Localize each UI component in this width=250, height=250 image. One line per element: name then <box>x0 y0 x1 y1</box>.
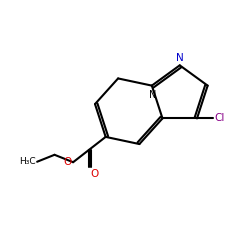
Text: O: O <box>64 157 72 167</box>
Text: N: N <box>150 90 157 100</box>
Text: O: O <box>91 169 99 179</box>
Text: H₃C: H₃C <box>19 157 36 166</box>
Text: Cl: Cl <box>214 114 225 124</box>
Text: N: N <box>176 53 184 63</box>
